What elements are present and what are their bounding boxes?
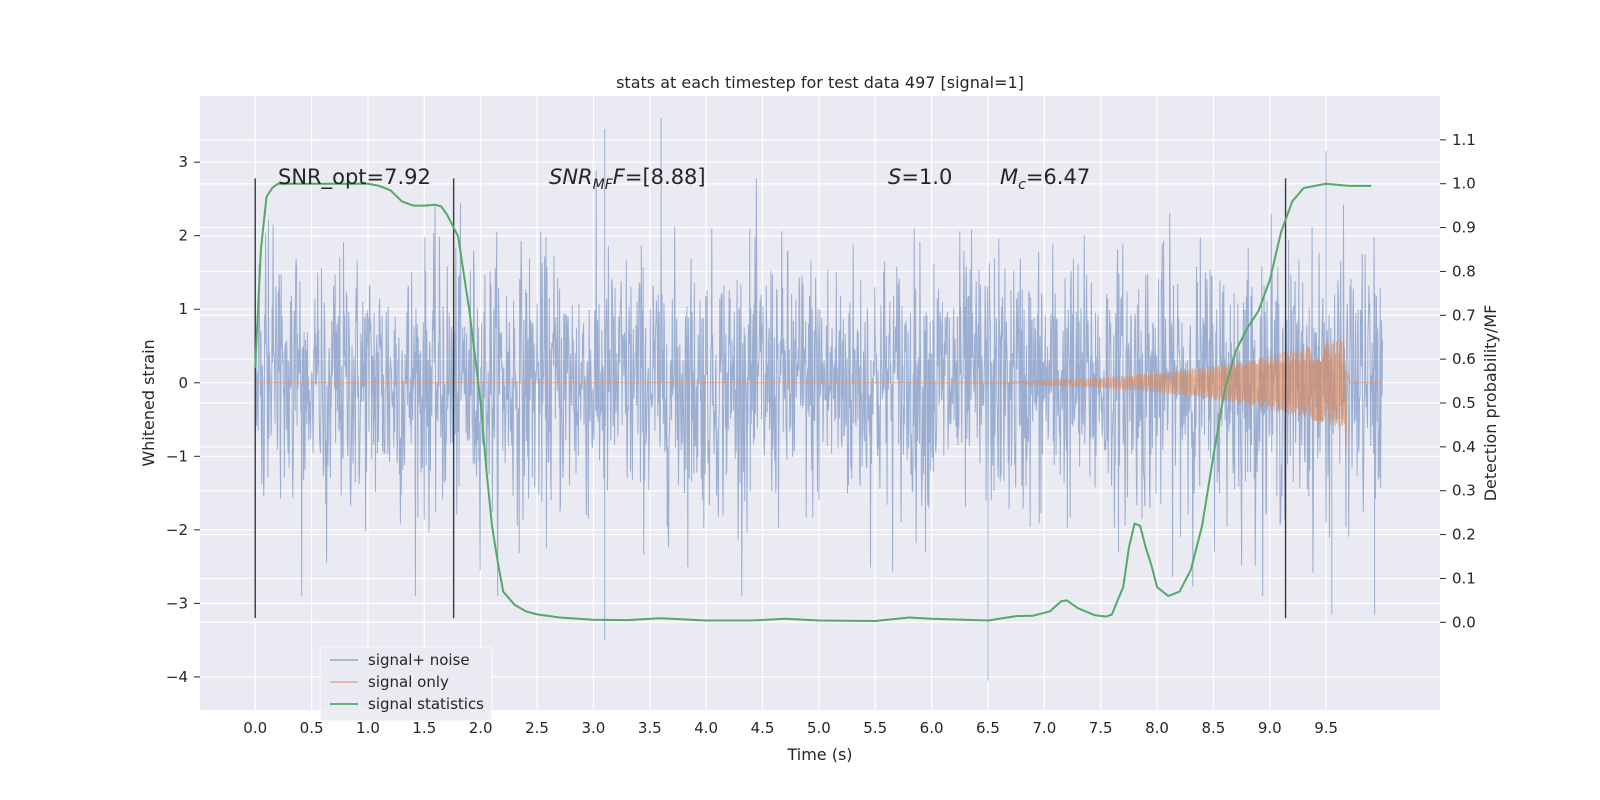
y2-tick-label: 0.6 bbox=[1452, 350, 1476, 368]
x-tick-label: 6.5 bbox=[976, 719, 1000, 737]
y-tick-label: 1 bbox=[178, 300, 188, 318]
x-tick-label: 2.5 bbox=[525, 719, 549, 737]
y2-tick-label: 1.0 bbox=[1452, 175, 1476, 193]
x-tick-label: 8.5 bbox=[1201, 719, 1225, 737]
x-tick-label: 9.0 bbox=[1258, 719, 1282, 737]
x-tick-label: 1.5 bbox=[412, 719, 436, 737]
legend-box bbox=[319, 646, 493, 722]
x-tick-label: 6.0 bbox=[920, 719, 944, 737]
signal-trace bbox=[255, 338, 1383, 453]
y-tick-label: −2 bbox=[166, 521, 188, 539]
y2-tick-label: 0.0 bbox=[1452, 613, 1476, 631]
y-tick-label: 0 bbox=[178, 374, 188, 392]
x-tick-label: 1.0 bbox=[356, 719, 380, 737]
y2-tick-label: 0.7 bbox=[1452, 306, 1476, 324]
y-tick-label: 2 bbox=[178, 227, 188, 245]
y2-tick-label: 0.2 bbox=[1452, 526, 1476, 544]
noise-trace bbox=[254, 118, 1383, 681]
y-tick-label: 3 bbox=[178, 153, 188, 171]
x-tick-label: 3.0 bbox=[581, 719, 605, 737]
x-tick-label: 7.5 bbox=[1089, 719, 1113, 737]
x-tick-label: 8.0 bbox=[1145, 719, 1169, 737]
y-tick-labels: −4 −3 −2 −1 0 1 2 3 bbox=[166, 153, 200, 686]
mc-annotation: Mc=6.47 bbox=[1000, 165, 1090, 193]
snr-mf-annotation: SNRMFF=[8.88] bbox=[549, 165, 706, 193]
x-tick-label: 4.5 bbox=[751, 719, 775, 737]
x-tick-label: 9.5 bbox=[1314, 719, 1338, 737]
y2-tick-labels: 0.0 0.1 0.2 0.3 0.4 0.5 0.6 0.7 0.8 0.9 1.0 1.1 bbox=[1440, 131, 1476, 631]
y-tick-label: −3 bbox=[166, 594, 188, 612]
chart-title: stats at each timestep for test data 497… bbox=[616, 73, 1024, 92]
legend-label-noise: signal+ noise bbox=[368, 651, 470, 669]
y2-tick-label: 0.1 bbox=[1452, 569, 1476, 587]
y2-tick-label: 1.1 bbox=[1452, 131, 1476, 149]
y-tick-label: −1 bbox=[166, 447, 188, 465]
x-tick-label: 0.0 bbox=[243, 719, 267, 737]
s-annotation: S=1.0 bbox=[888, 165, 952, 189]
series-signal-plus-noise bbox=[254, 118, 1383, 681]
x-tick-label: 0.5 bbox=[300, 719, 324, 737]
annotations: SNR_opt=7.92 SNRMFF=[8.88] S=1.0 Mc=6.47 bbox=[278, 165, 1090, 193]
x-tick-labels: 0.0 0.5 1.0 1.5 2.0 2.5 3.0 3.5 4.0 4.5 5.0 5.5 6.0 6… bbox=[243, 719, 1338, 737]
x-axis-label: Time (s) bbox=[786, 745, 852, 764]
y2-axis-label: Detection probability/MF bbox=[1481, 305, 1500, 502]
x-tick-label: 5.5 bbox=[863, 719, 887, 737]
y2-tick-label: 0.4 bbox=[1452, 438, 1476, 456]
series-signal-statistics bbox=[254, 182, 1372, 622]
series-signal-only bbox=[255, 338, 1383, 453]
y2-tick-label: 0.3 bbox=[1452, 482, 1476, 500]
y2-tick-label: 0.9 bbox=[1452, 219, 1476, 237]
x-tick-label: 2.0 bbox=[469, 719, 493, 737]
legend: signal+ noise signal only signal statist… bbox=[319, 646, 493, 722]
snr-opt-annotation: SNR_opt=7.92 bbox=[278, 165, 431, 190]
vertical-markers bbox=[254, 178, 1287, 619]
x-tick-label: 3.5 bbox=[638, 719, 662, 737]
x-tick-label: 5.0 bbox=[807, 719, 831, 737]
y2-tick-label: 0.8 bbox=[1452, 262, 1476, 280]
legend-label-signal: signal only bbox=[368, 673, 449, 691]
y-axis-label: Whitened strain bbox=[139, 339, 158, 466]
x-tick-label: 7.0 bbox=[1032, 719, 1056, 737]
x-tick-label: 4.0 bbox=[694, 719, 718, 737]
statistics-line bbox=[254, 182, 1372, 622]
legend-label-stat: signal statistics bbox=[368, 695, 484, 713]
y-tick-label: −4 bbox=[166, 668, 188, 686]
y2-tick-label: 0.5 bbox=[1452, 394, 1476, 412]
